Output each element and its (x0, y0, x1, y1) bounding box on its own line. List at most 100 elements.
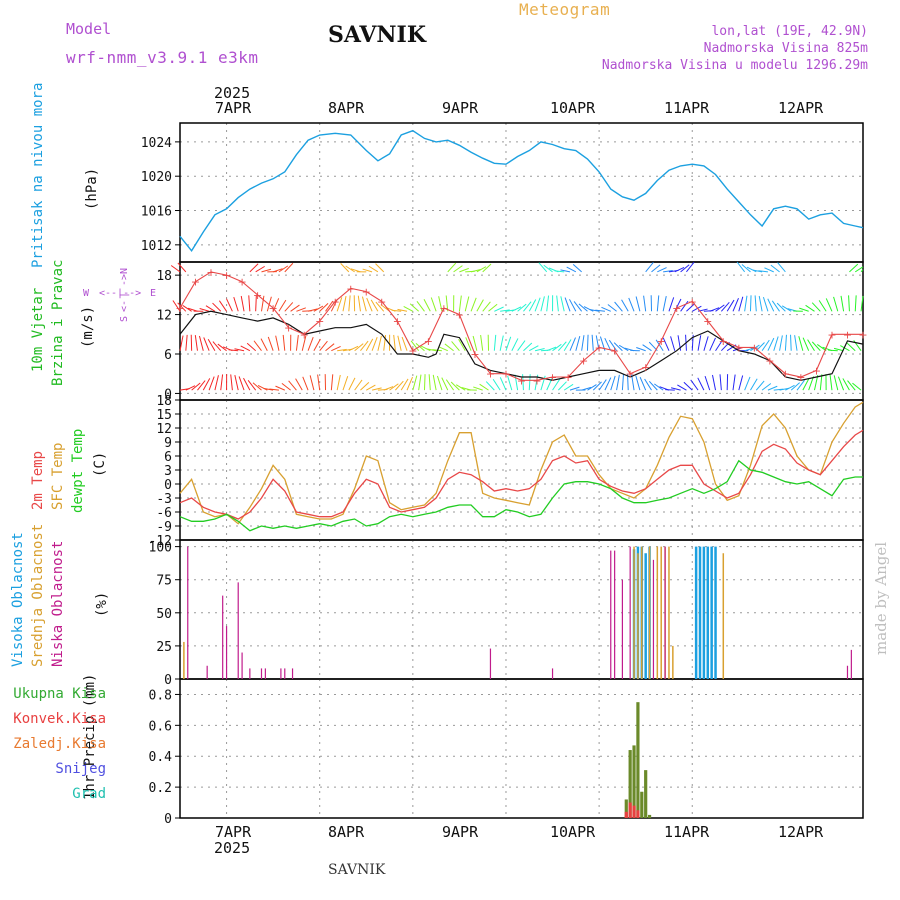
cloud-bar (850, 649, 852, 679)
panel-frame-cloud (179, 539, 864, 680)
wind-barb (253, 340, 262, 352)
wind-gust-marker: + (253, 289, 262, 302)
wind-barb (375, 263, 385, 273)
wind-barb (278, 265, 289, 273)
wind-speed-line (179, 310, 864, 381)
day-label: 11APR (664, 99, 710, 117)
wind-barb (395, 380, 404, 391)
cloud-bar (260, 668, 263, 679)
wind-barb (494, 306, 504, 312)
y-tick-label: 0.8 (149, 688, 172, 703)
altitude-label: Nadmorska Visina 825m (703, 41, 868, 56)
wind-barb (604, 377, 612, 391)
y-tick-label: 12 (156, 309, 172, 324)
wind-barb (220, 374, 224, 391)
wind-gust-marker: + (501, 368, 510, 381)
cloud-bar (660, 546, 662, 679)
dewpt-line (179, 459, 863, 532)
y-tick-label: 0 (164, 673, 172, 688)
panel-frame-pressure (179, 122, 864, 263)
wind-barb (540, 296, 545, 312)
wind-gust-marker: + (408, 345, 417, 358)
wind-barb (692, 305, 702, 312)
y-tick-label: 25 (156, 640, 172, 655)
wind-barb (583, 306, 594, 312)
wind-gust-marker: + (734, 341, 743, 354)
wind-barb (546, 346, 557, 352)
wind-barb (517, 340, 526, 352)
wind-barb (255, 265, 265, 273)
wind-gust-marker: + (610, 345, 619, 358)
wind-barb (511, 338, 519, 351)
wind-barb (406, 376, 413, 391)
wind-barb (458, 338, 466, 351)
precip-conv-bar (632, 805, 636, 818)
wind-barb (182, 305, 192, 312)
wind-barb (833, 296, 839, 312)
wind-barb (741, 264, 751, 273)
precip-conv-bar (624, 811, 628, 818)
wind-barb (842, 378, 850, 391)
wind-barb (269, 388, 280, 391)
y-tick-label: 1016 (141, 205, 172, 220)
precip-total-bar (624, 799, 628, 818)
cloud-bar (614, 550, 616, 679)
cloud-bar (652, 559, 655, 679)
wind-gust-marker: + (812, 364, 821, 377)
wind-barb (400, 378, 409, 391)
wind-barb (199, 308, 210, 312)
wind-barb (523, 301, 532, 312)
wind-barb (746, 266, 757, 273)
wind-barb (212, 341, 222, 352)
wind-barb (670, 387, 681, 391)
cloud-bar (702, 546, 706, 679)
wind-gust-marker: + (439, 302, 448, 315)
station-title: SAVNIK (328, 22, 426, 48)
precip-total-bar (640, 791, 644, 818)
wind-gust-marker: + (517, 374, 526, 387)
wind-barb (500, 309, 510, 312)
wind-barb (234, 348, 245, 352)
wind-barb (325, 343, 335, 352)
wind-barb (444, 343, 454, 352)
wind-barb (307, 337, 314, 351)
wind-barb (177, 262, 187, 273)
wind-barb (238, 376, 245, 391)
wind-gust-marker: + (626, 368, 635, 381)
wind-barb (837, 376, 845, 391)
wind-gust-marker: + (750, 341, 759, 354)
wind-barb (528, 299, 537, 312)
wind-gust-marker: + (393, 315, 402, 328)
wind-barb (368, 265, 379, 273)
legend-grad: Grad (72, 786, 106, 802)
wind-barb (569, 299, 577, 312)
wind-barb (665, 389, 675, 391)
sfc-temp-line (179, 401, 864, 525)
wind-barb (704, 375, 711, 391)
cloud-bar (633, 546, 635, 679)
wind-gust-marker: + (284, 322, 293, 335)
panel-frame-precip (179, 678, 864, 819)
wind-barb (849, 263, 859, 273)
wind-barb (313, 305, 324, 312)
wind-barb (499, 335, 504, 351)
wind-barb (313, 338, 321, 351)
wind-barb (366, 384, 376, 391)
wind-barb (770, 264, 780, 273)
wind-barb (709, 307, 720, 312)
wind-barb (736, 261, 746, 273)
wind-barb (575, 336, 581, 351)
wind-barb (790, 334, 792, 351)
wind-barb (847, 380, 856, 391)
y-tick-label: 0.2 (149, 781, 172, 796)
wind-barb (278, 299, 287, 312)
precip-total-bar (636, 702, 640, 818)
wind-barb (668, 297, 675, 312)
wind-gust-marker: + (563, 371, 572, 384)
wind-barb (240, 295, 245, 312)
wind-gust-marker: + (672, 302, 681, 315)
wind-barb (476, 266, 487, 273)
wind-barb (523, 342, 533, 352)
legend-zaledj-kisa: Zaledj.Kisa (13, 736, 106, 752)
t2m-line (179, 429, 864, 520)
